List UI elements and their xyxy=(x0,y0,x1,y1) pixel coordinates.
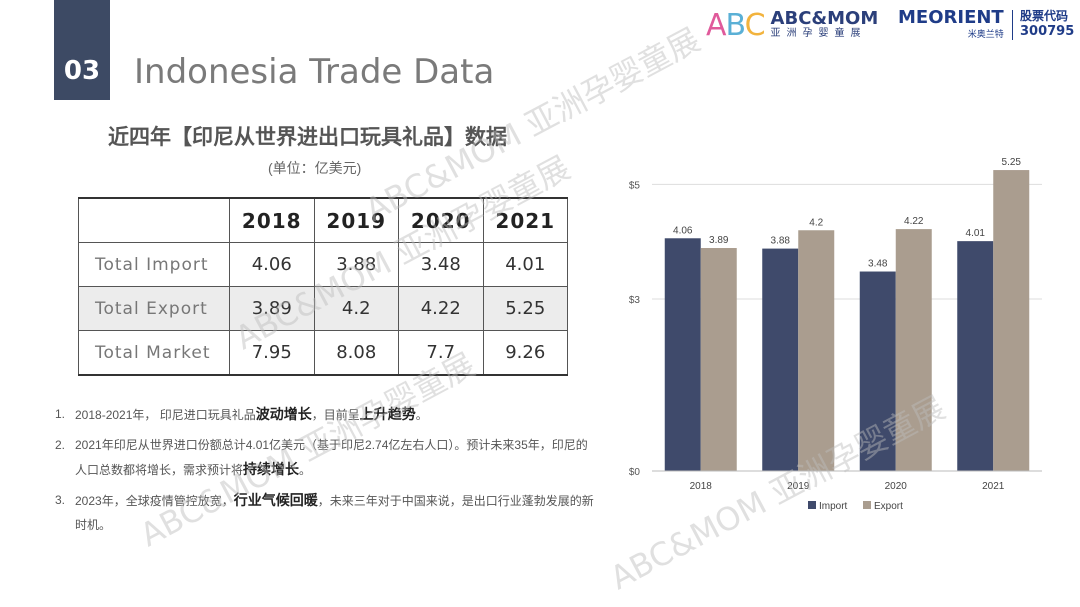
abcmom-subtitle: 亚洲孕婴童展 xyxy=(770,28,867,39)
table-cell: 3.48 xyxy=(398,242,484,287)
bar-import xyxy=(762,248,799,471)
section-number-badge: 03 xyxy=(54,0,110,100)
y-tick-label: $5 xyxy=(629,180,641,191)
meorient-logo: MEORIENT 米奥兰特 xyxy=(898,8,1004,40)
note-text: ，目前呈 xyxy=(311,408,360,422)
note-text: 。 xyxy=(415,408,428,422)
note-text: 2021年印尼从世界进口份额总计4.01亿美元（基于印尼2.74亿左右人口）。预… xyxy=(75,438,588,477)
logo-letter-a: A xyxy=(706,7,727,43)
trade-data-table: 2018 2019 2020 2021 Total Import 4.06 3.… xyxy=(78,197,568,376)
abcmom-brand: ABC&MOM xyxy=(770,8,879,29)
note-text: 。 xyxy=(299,463,312,477)
bar-export xyxy=(993,170,1030,471)
section-number: 03 xyxy=(63,56,101,86)
table-cell: 9.26 xyxy=(482,330,568,376)
note-number: 2. xyxy=(55,438,66,452)
data-label: 4.01 xyxy=(966,228,986,239)
legend-label: Import xyxy=(819,501,848,512)
note-number: 1. xyxy=(55,407,66,421)
abc-logo-letters: ABC xyxy=(706,7,766,43)
logo-letter-c: C xyxy=(744,7,766,43)
table-unit: (单位：亿美元) xyxy=(268,160,362,176)
y-tick-label: $0 xyxy=(629,467,641,478)
bar-import xyxy=(664,238,701,471)
table-row-market: Total Market 7.95 8.08 7.7 9.26 xyxy=(78,330,568,376)
note-text: 2018-2021年， 印尼进口玩具礼品 xyxy=(75,408,256,422)
meorient-brand: MEORIENT xyxy=(898,7,1004,28)
table-cell: 7.95 xyxy=(229,330,315,376)
note-item: 2. 2021年印尼从世界进口份额总计4.01亿美元（基于印尼2.74亿左右人口）… xyxy=(55,433,595,482)
logo-divider xyxy=(1012,10,1013,40)
notes-list: 1. 2018-2021年， 印尼进口玩具礼品波动增长，目前呈上升趋势。 2. 202… xyxy=(55,402,595,543)
table-cell: 7.7 xyxy=(398,330,484,376)
data-label: 3.88 xyxy=(771,236,791,247)
bar-import xyxy=(957,241,994,471)
table-corner-cell xyxy=(78,197,230,243)
data-label: 4.06 xyxy=(673,225,693,236)
data-label: 4.2 xyxy=(809,217,823,228)
year-header: 2019 xyxy=(313,197,399,243)
page-title: Indonesia Trade Data xyxy=(134,52,495,92)
legend-swatch xyxy=(863,501,871,509)
table-cell: 5.25 xyxy=(482,286,568,331)
table-row-import: Total Import 4.06 3.88 3.48 4.01 xyxy=(78,242,568,287)
data-label: 3.89 xyxy=(709,235,729,246)
legend-label: Export xyxy=(874,501,903,512)
x-tick-label: 2020 xyxy=(885,481,908,492)
logo-letter-b: B xyxy=(725,7,746,43)
y-tick-label: $3 xyxy=(629,295,641,306)
table-cell: 4.2 xyxy=(313,286,399,331)
table-cell: 4.01 xyxy=(482,242,568,287)
data-label: 4.22 xyxy=(904,216,924,227)
note-number: 3. xyxy=(55,493,66,507)
bar-export xyxy=(895,229,932,471)
note-emphasis: 波动增长 xyxy=(255,406,312,422)
row-label: Total Market xyxy=(78,330,230,376)
table-cell: 8.08 xyxy=(313,330,399,376)
table-cell: 4.22 xyxy=(398,286,484,331)
legend-swatch xyxy=(808,501,816,509)
table-header-row: 2018 2019 2020 2021 xyxy=(78,197,568,243)
table-cell: 4.06 xyxy=(229,242,315,287)
year-header: 2021 xyxy=(482,197,568,243)
bar-export xyxy=(700,248,737,471)
note-emphasis: 行业气候回暖 xyxy=(233,492,318,508)
meorient-subtitle: 米奥兰特 xyxy=(967,29,1004,39)
year-header: 2018 xyxy=(229,197,315,243)
table-row-export: Total Export 3.89 4.2 4.22 5.25 xyxy=(78,286,568,331)
abcmom-logo: ABC ABC&MOM 亚洲孕婴童展 xyxy=(706,7,879,43)
stock-label: 股票代码 xyxy=(1020,9,1069,23)
bar-import xyxy=(859,271,896,471)
bar-export xyxy=(798,230,835,471)
stock-code-block: 股票代码 300795 xyxy=(1020,8,1074,40)
note-emphasis: 持续增长 xyxy=(243,461,300,477)
note-text: ，未来三年对于中国来说，是出口行业蓬勃发展的新时机。 xyxy=(75,494,594,532)
data-label: 5.25 xyxy=(1002,157,1022,168)
x-tick-label: 2021 xyxy=(982,481,1005,492)
note-item: 1. 2018-2021年， 印尼进口玩具礼品波动增长，目前呈上升趋势。 xyxy=(55,402,595,427)
trade-bar-chart: $0 $3 $5 4.06 3.89 2018 3.88 4.2 2019 3.48 4.22 202… xyxy=(629,157,1042,512)
data-label: 3.48 xyxy=(868,259,888,270)
table-cell: 3.88 xyxy=(313,242,399,287)
x-tick-label: 2019 xyxy=(787,481,810,492)
note-emphasis: 上升趋势 xyxy=(359,406,416,422)
note-text: 2023年，全球疫情管控放宽， xyxy=(75,494,234,508)
row-label: Total Export xyxy=(78,286,230,331)
table-title: 近四年【印尼从世界进出口玩具礼品】数据 xyxy=(108,126,507,149)
stock-code: 300795 xyxy=(1020,24,1075,39)
row-label: Total Import xyxy=(78,242,230,287)
note-item: 3. 2023年，全球疫情管控放宽，行业气候回暖，未来三年对于中国来说，是出口行业… xyxy=(55,488,595,537)
table-cell: 3.89 xyxy=(229,286,315,331)
x-tick-label: 2018 xyxy=(690,481,713,492)
year-header: 2020 xyxy=(398,197,484,243)
